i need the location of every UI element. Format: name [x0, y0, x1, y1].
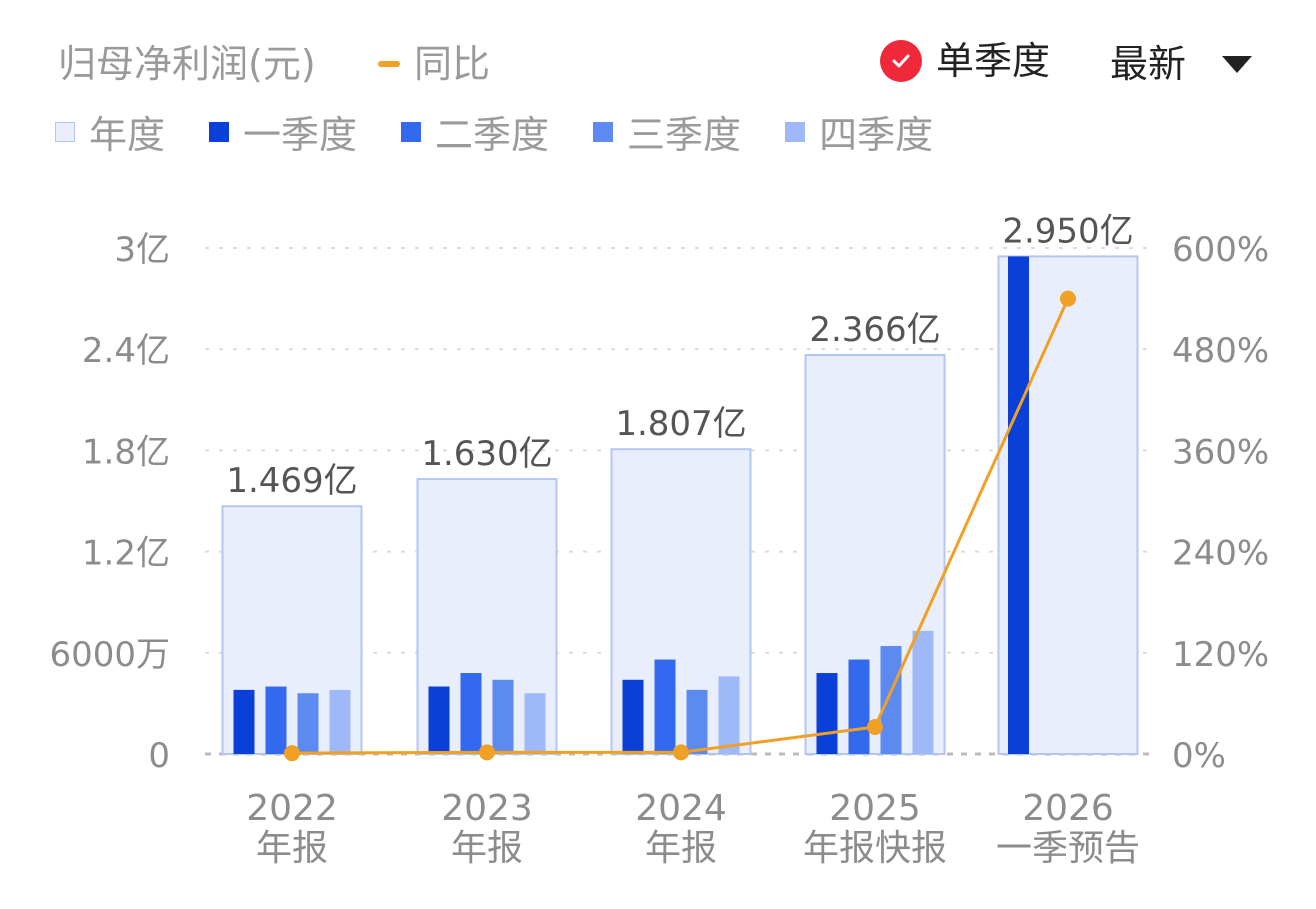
- quarter-bar: [297, 693, 319, 754]
- y-tick-label: 1.8亿: [82, 432, 170, 472]
- legend-label: 二季度: [435, 113, 550, 157]
- quarter-bar: [654, 659, 676, 754]
- legend-item-q2[interactable]: 二季度: [401, 104, 549, 159]
- legend-label: 四季度: [819, 113, 934, 157]
- x-tick-year: 2025: [829, 788, 921, 829]
- series-legend: 年度 一季度 二季度 三季度 四季度: [55, 104, 977, 159]
- y2-tick-label: 0%: [1172, 736, 1226, 776]
- x-tick-year: 2022: [246, 788, 338, 829]
- y2-tick-label: 480%: [1172, 331, 1269, 371]
- quarter-bar: [265, 686, 287, 754]
- quarter-bar: [912, 630, 934, 754]
- yoy-line-swatch: [378, 61, 400, 67]
- chevron-down-icon: [1222, 55, 1253, 73]
- y-tick-label: 2.4亿: [82, 331, 170, 371]
- legend-item-q4[interactable]: 四季度: [785, 104, 933, 159]
- y-tick-label: 1.2亿: [82, 534, 170, 574]
- quarter-bar: [1008, 256, 1029, 754]
- yoy-point: [867, 719, 883, 736]
- legend-label: 一季度: [243, 113, 358, 157]
- x-tick-year: 2026: [1022, 788, 1114, 829]
- x-tick-label: 年报快报: [803, 828, 947, 869]
- yoy-point: [673, 744, 689, 761]
- y-tick-label: 6000万: [49, 635, 170, 675]
- latest-dropdown[interactable]: 最新: [1110, 42, 1253, 86]
- quarter-bar: [233, 689, 255, 754]
- quarter-bar: [718, 676, 740, 754]
- x-tick-year: 2024: [635, 788, 727, 829]
- check-circle-icon: [880, 40, 922, 82]
- legend-swatch-annual: [55, 121, 75, 142]
- quarter-bar: [622, 679, 644, 754]
- y2-tick-label: 120%: [1172, 635, 1269, 675]
- legend-item-q3[interactable]: 三季度: [593, 104, 741, 159]
- single-quarter-toggle[interactable]: 单季度: [880, 40, 1050, 82]
- annual-value-label: 2.950亿: [1002, 211, 1133, 251]
- yoy-point: [284, 745, 300, 762]
- annual-value-label: 2.366亿: [809, 310, 940, 350]
- quarter-bar: [460, 673, 482, 754]
- quarter-bar: [329, 689, 351, 754]
- y2-tick-label: 360%: [1172, 432, 1269, 472]
- legend-swatch-q1: [209, 121, 230, 142]
- annual-value-label: 1.469亿: [226, 461, 357, 501]
- quarter-bar: [428, 686, 450, 754]
- x-tick-label: 一季预告: [996, 828, 1140, 869]
- y2-tick-label: 600%: [1172, 230, 1269, 270]
- yoy-point: [479, 744, 495, 761]
- legend-label: 年度: [89, 113, 166, 157]
- quarter-bar: [492, 679, 514, 754]
- annual-value-label: 1.630亿: [421, 434, 552, 474]
- x-tick-label: 年报: [451, 828, 523, 869]
- quarter-bar: [816, 673, 838, 754]
- quarter-bar: [848, 659, 870, 754]
- legend-item-q1[interactable]: 一季度: [209, 104, 357, 159]
- y-tick-label: 0: [148, 736, 170, 776]
- legend-label: 三季度: [627, 113, 742, 157]
- y2-tick-label: 240%: [1172, 534, 1269, 574]
- quarter-bar: [880, 646, 902, 754]
- legend-swatch-q2: [401, 121, 422, 142]
- x-tick-label: 年报: [256, 828, 328, 869]
- yoy-legend: 同比: [378, 45, 490, 83]
- legend-swatch-q4: [785, 121, 806, 142]
- latest-label: 最新: [1110, 42, 1187, 86]
- chart-title: 归母净利润(元): [58, 42, 316, 86]
- x-tick-year: 2023: [441, 788, 533, 829]
- quarter-bar: [524, 693, 546, 754]
- y-tick-label: 3亿: [114, 230, 170, 270]
- single-quarter-label: 单季度: [936, 39, 1051, 83]
- quarter-bar: [686, 689, 708, 754]
- legend-swatch-q3: [593, 121, 614, 142]
- yoy-point: [1060, 290, 1076, 307]
- legend-item-annual[interactable]: 年度: [55, 104, 165, 159]
- annual-value-label: 1.807亿: [615, 404, 746, 444]
- yoy-legend-label: 同比: [414, 42, 491, 86]
- x-tick-label: 年报: [645, 828, 717, 869]
